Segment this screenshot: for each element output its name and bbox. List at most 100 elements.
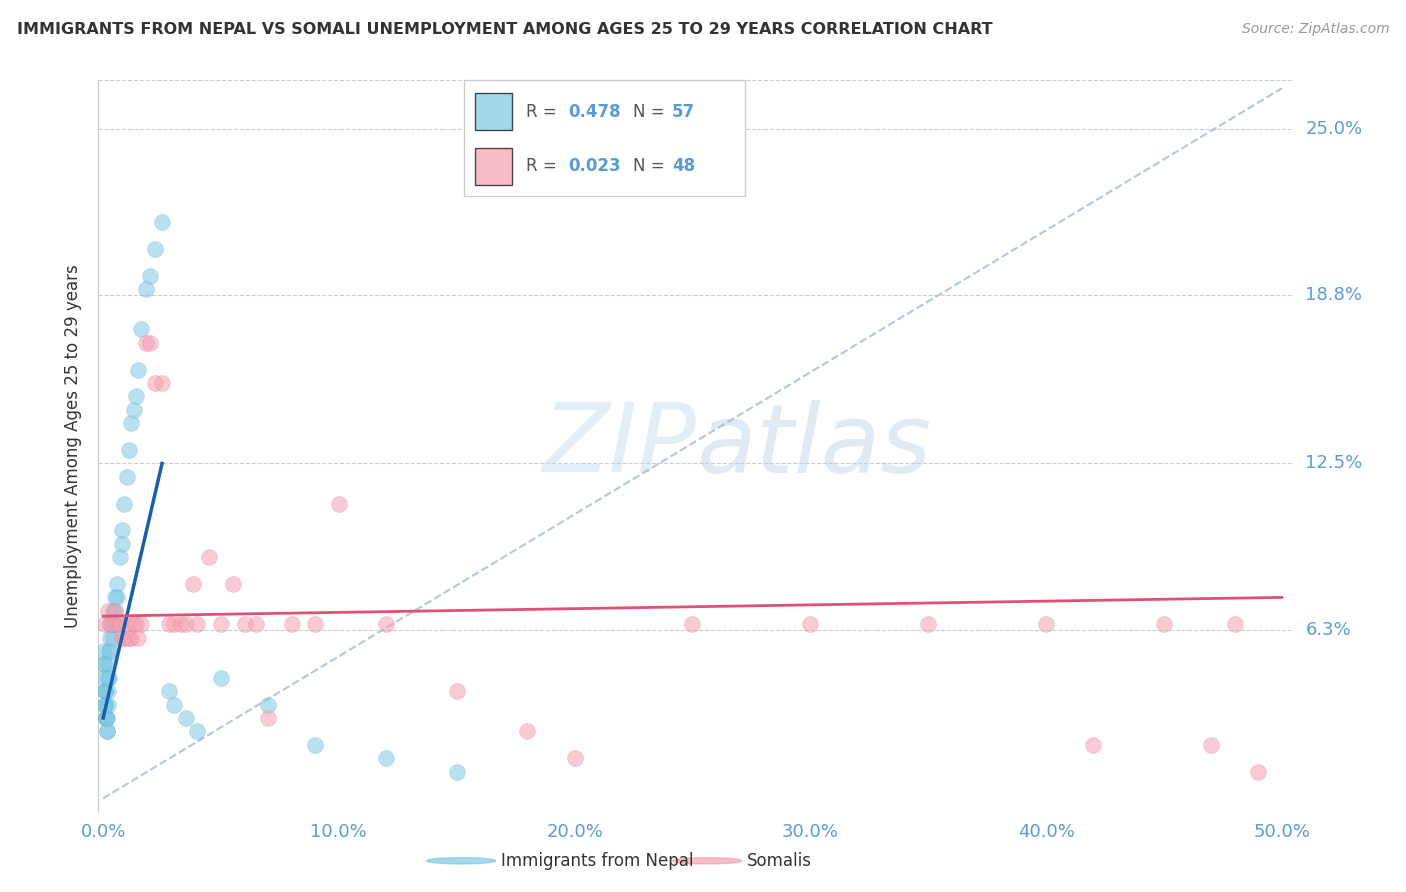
Text: 6.3%: 6.3% [1305,621,1351,639]
Point [94,684,117,698]
Point [163,617,186,632]
Text: IMMIGRANTS FROM NEPAL VS SOMALI UNEMPLOYMENT AMONG AGES 25 TO 29 YEARS CORRELATI: IMMIGRANTS FROM NEPAL VS SOMALI UNEMPLOY… [17,22,993,37]
Text: N =: N = [633,103,669,120]
Point [174,617,197,632]
Point [516,724,538,739]
Point [170,617,193,632]
Point [105,577,128,591]
Point [97,684,120,698]
Point [304,738,326,752]
Point [104,604,127,618]
Point [129,617,152,632]
Point [101,617,124,632]
Point [209,617,232,632]
FancyBboxPatch shape [475,147,512,185]
Y-axis label: Unemployment Among Ages 25 to 29 years: Unemployment Among Ages 25 to 29 years [63,264,82,628]
Point [105,591,128,605]
Point [143,242,166,256]
Point [135,282,157,296]
Point [96,724,118,739]
Point [125,389,148,403]
Circle shape [672,858,742,863]
Point [108,617,131,632]
Point [118,443,141,458]
Point [129,322,152,336]
Text: Source: ZipAtlas.com: Source: ZipAtlas.com [1241,22,1389,37]
Point [564,751,586,765]
Point [163,698,186,712]
Point [98,617,121,632]
Point [128,362,150,376]
Point [917,617,939,632]
Point [122,617,145,632]
Point [93,657,115,672]
Point [104,591,127,605]
Point [101,631,124,645]
Point [93,644,115,658]
Point [174,711,197,725]
Point [105,617,128,632]
Point [115,617,138,632]
Point [112,631,135,645]
Point [101,617,124,632]
Point [96,724,118,739]
Point [98,631,121,645]
Point [245,617,267,632]
Point [135,335,157,350]
Point [375,751,398,765]
Point [111,524,134,538]
Point [1153,617,1175,632]
Point [446,684,468,698]
Point [93,671,115,685]
Point [97,657,120,672]
Point [150,376,173,390]
Point [98,644,121,658]
Point [181,577,204,591]
Text: 25.0%: 25.0% [1305,120,1362,137]
Point [112,497,135,511]
Point [118,631,141,645]
Point [120,631,142,645]
Point [94,698,117,712]
Point [1223,617,1246,632]
Point [125,617,148,632]
Point [139,335,162,350]
Text: 0.023: 0.023 [568,157,620,175]
Text: 12.5%: 12.5% [1305,454,1362,473]
Point [328,497,350,511]
Point [111,631,134,645]
Text: ZIP: ZIP [543,400,696,492]
Text: Somalis: Somalis [747,852,811,870]
Point [143,376,166,390]
Point [96,711,118,725]
Point [222,577,245,591]
Point [233,617,256,632]
Point [98,671,121,685]
Point [209,671,232,685]
Point [98,617,121,632]
Text: N =: N = [633,157,669,175]
Point [94,698,117,712]
Text: atlas: atlas [696,400,931,492]
Point [96,711,118,725]
Point [186,724,208,739]
Text: 57: 57 [672,103,695,120]
Point [97,698,120,712]
Point [1247,764,1270,779]
FancyBboxPatch shape [475,93,512,130]
Point [681,617,703,632]
Point [111,537,134,551]
Point [94,698,117,712]
Point [101,604,124,618]
Point [198,550,221,565]
Point [122,402,145,417]
Point [94,684,117,698]
Point [96,711,118,725]
Text: R =: R = [526,103,562,120]
Text: 48: 48 [672,157,695,175]
Point [280,617,302,632]
Point [93,684,115,698]
Point [304,617,326,632]
Circle shape [427,858,496,863]
Point [257,711,280,725]
